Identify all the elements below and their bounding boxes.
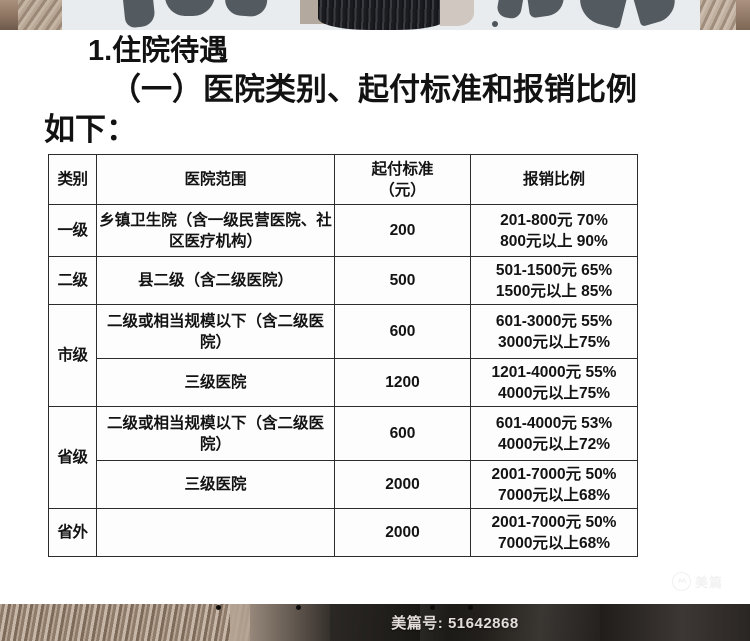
table-row: 三级医院 1200 1201-4000元 55% 4000元以上75% bbox=[49, 358, 638, 407]
cell-ratio: 601-4000元 53% 4000元以上72% bbox=[470, 406, 638, 461]
photo-shape-5 bbox=[526, 0, 566, 19]
cell-threshold: 1200 bbox=[334, 358, 471, 407]
photo-shape-3 bbox=[224, 0, 268, 18]
cell-threshold: 600 bbox=[334, 406, 471, 461]
cell-threshold: 200 bbox=[334, 204, 471, 257]
band-right bbox=[600, 604, 750, 641]
cell-ratio: 2001-7000元 50% 7000元以上68% bbox=[470, 460, 638, 509]
cell-scope bbox=[96, 508, 335, 557]
band-nub-1 bbox=[216, 605, 221, 610]
cell-category-merged-city: 市级 bbox=[48, 304, 97, 407]
cell-threshold: 2000 bbox=[334, 460, 471, 509]
photo-shape-6 bbox=[574, 0, 628, 30]
cell-scope: 乡镇卫生院（含一级民营医院、社区医疗机构） bbox=[96, 204, 335, 257]
photo-hair bbox=[318, 0, 448, 30]
reimbursement-table: 类别 医院范围 起付标准 （元） 报销比例 一级 乡镇卫生院（含一级民营医院、社… bbox=[48, 154, 638, 557]
photo-shape-7 bbox=[632, 0, 680, 27]
band-sheen bbox=[420, 604, 480, 641]
top-photo-strip bbox=[0, 0, 750, 30]
cell-ratio: 201-800元 70% 800元以上 90% bbox=[470, 204, 638, 257]
heading-line-1: 1.住院待遇 bbox=[88, 35, 229, 67]
meipian-logo-text: 美篇 bbox=[695, 574, 724, 590]
meipian-watermark-logo: 美篇 bbox=[672, 570, 742, 592]
table-row: 三级医院 2000 2001-7000元 50% 7000元以上68% bbox=[49, 460, 638, 509]
photo-left-texture bbox=[18, 0, 62, 30]
band-nub-2 bbox=[296, 605, 301, 610]
band-nub-4 bbox=[468, 605, 473, 610]
cell-ratio: 1201-4000元 55% 4000元以上75% bbox=[470, 358, 638, 407]
column-header-category: 类别 bbox=[48, 154, 97, 205]
cell-ratio: 501-1500元 65% 1500元以上 85% bbox=[470, 256, 638, 305]
heading-line-2: （一）医院类别、起付标准和报销比例 bbox=[110, 72, 637, 107]
cell-threshold: 600 bbox=[334, 304, 471, 359]
bottom-photo-band bbox=[0, 604, 750, 641]
photo-left-border bbox=[0, 0, 18, 30]
photo-dot bbox=[492, 21, 498, 27]
table-row: 二级 县二级（含二级医院） 500 501-1500元 65% 1500元以上 … bbox=[48, 256, 638, 305]
cell-scope: 二级或相当规模以下（含二级医院） bbox=[96, 406, 335, 461]
cell-threshold: 2000 bbox=[334, 508, 471, 557]
photo-shape-4 bbox=[495, 0, 525, 20]
cell-scope: 二级或相当规模以下（含二级医院） bbox=[96, 304, 335, 359]
cell-threshold: 500 bbox=[334, 256, 471, 305]
cell-scope: 县二级（含二级医院） bbox=[96, 256, 335, 305]
band-middle bbox=[330, 604, 630, 641]
band-left-texture bbox=[0, 604, 250, 641]
cell-ratio: 601-3000元 55% 3000元以上75% bbox=[470, 304, 638, 359]
column-header-scope: 医院范围 bbox=[96, 154, 335, 205]
cell-category: 二级 bbox=[48, 256, 97, 305]
table-row: 省外 2000 2001-7000元 50% 7000元以上68% bbox=[48, 508, 638, 557]
photo-shape-2 bbox=[165, 0, 215, 16]
photo-right-texture bbox=[700, 0, 736, 30]
meipian-id-watermark: 美篇号: 51642868 bbox=[391, 615, 519, 632]
cell-scope: 三级医院 bbox=[96, 358, 335, 407]
cell-category: 省外 bbox=[48, 508, 97, 557]
table-row: 市级 二级或相当规模以下（含二级医院） 600 601-3000元 55% 30… bbox=[48, 304, 638, 407]
column-header-ratio: 报销比例 bbox=[470, 154, 638, 205]
photo-shoulder bbox=[440, 0, 474, 26]
table-row: 省级 二级或相当规模以下（含二级医院） 600 601-4000元 53% 40… bbox=[48, 406, 638, 509]
cell-category-merged-province: 省级 bbox=[48, 406, 97, 509]
photo-shape-1 bbox=[122, 0, 156, 29]
table-header-row: 类别 医院范围 起付标准 （元） 报销比例 bbox=[48, 154, 638, 205]
cell-scope: 三级医院 bbox=[96, 460, 335, 509]
heading-line-3: 如下： bbox=[44, 112, 137, 147]
cell-category: 一级 bbox=[48, 204, 97, 257]
table-row: 一级 乡镇卫生院（含一级民营医院、社区医疗机构） 200 201-800元 70… bbox=[48, 204, 638, 257]
band-nub-3 bbox=[430, 605, 435, 610]
photo-right-border bbox=[736, 0, 750, 30]
column-header-threshold: 起付标准 （元） bbox=[334, 154, 471, 205]
cell-ratio: 2001-7000元 50% 7000元以上68% bbox=[470, 508, 638, 557]
meipian-logo-icon bbox=[672, 571, 691, 591]
